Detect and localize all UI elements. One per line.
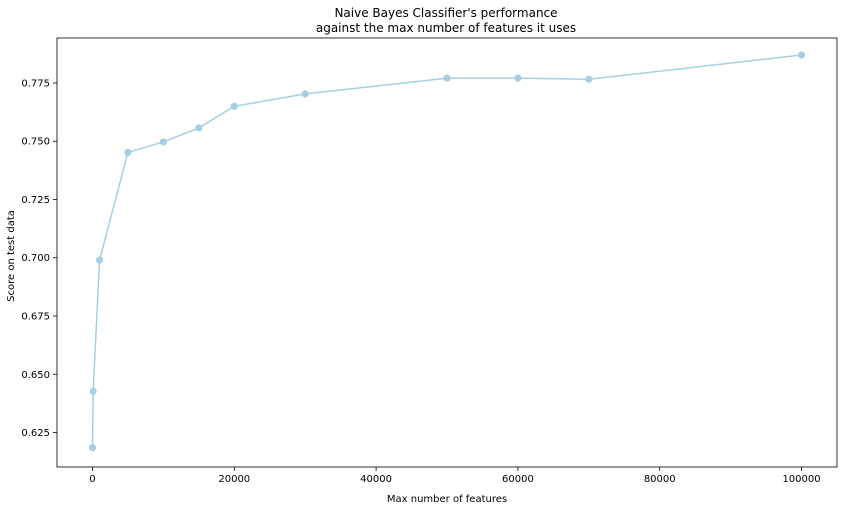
x-tick-label: 20000 [218, 474, 250, 485]
data-point [89, 387, 97, 395]
plot-area [56, 37, 838, 468]
y-tick-label: 0.650 [21, 370, 50, 381]
data-point [301, 90, 309, 98]
y-tick-label: 0.775 [21, 78, 50, 89]
data-point [443, 74, 451, 82]
series-layer [88, 51, 806, 452]
y-tick-label: 0.625 [21, 428, 50, 439]
y-tick-label: 0.700 [21, 253, 50, 264]
y-axis-label: Score on test data [6, 210, 17, 302]
data-point [124, 148, 132, 157]
x-tick-label: 40000 [360, 474, 392, 485]
series-line [91, 54, 802, 448]
x-tick-label: 100000 [782, 474, 820, 485]
data-point [195, 124, 203, 132]
x-tick-label: 0 [89, 474, 95, 485]
y-tick-label: 0.725 [21, 195, 50, 206]
data-point [514, 74, 522, 82]
chart-title-line-2: against the max number of features it us… [316, 21, 576, 35]
x-tick-label: 80000 [644, 474, 676, 485]
data-point [88, 444, 97, 452]
x-tick-label: 60000 [502, 474, 534, 485]
data-point [230, 102, 238, 110]
y-tick-label: 0.675 [21, 311, 50, 322]
data-point [95, 256, 104, 264]
x-axis-label: Max number of features [387, 494, 507, 505]
data-point [585, 75, 593, 83]
x-axis: 0 20000 40000 60000 80000 100000 [89, 467, 821, 485]
y-tick-label: 0.750 [21, 137, 50, 148]
data-point [159, 138, 167, 146]
data-point [797, 51, 806, 59]
y-axis: 0.625 0.650 0.675 0.700 0.725 0.750 0.775 [21, 78, 57, 439]
chart-title-line-1: Naive Bayes Classifier's performance [334, 6, 557, 20]
